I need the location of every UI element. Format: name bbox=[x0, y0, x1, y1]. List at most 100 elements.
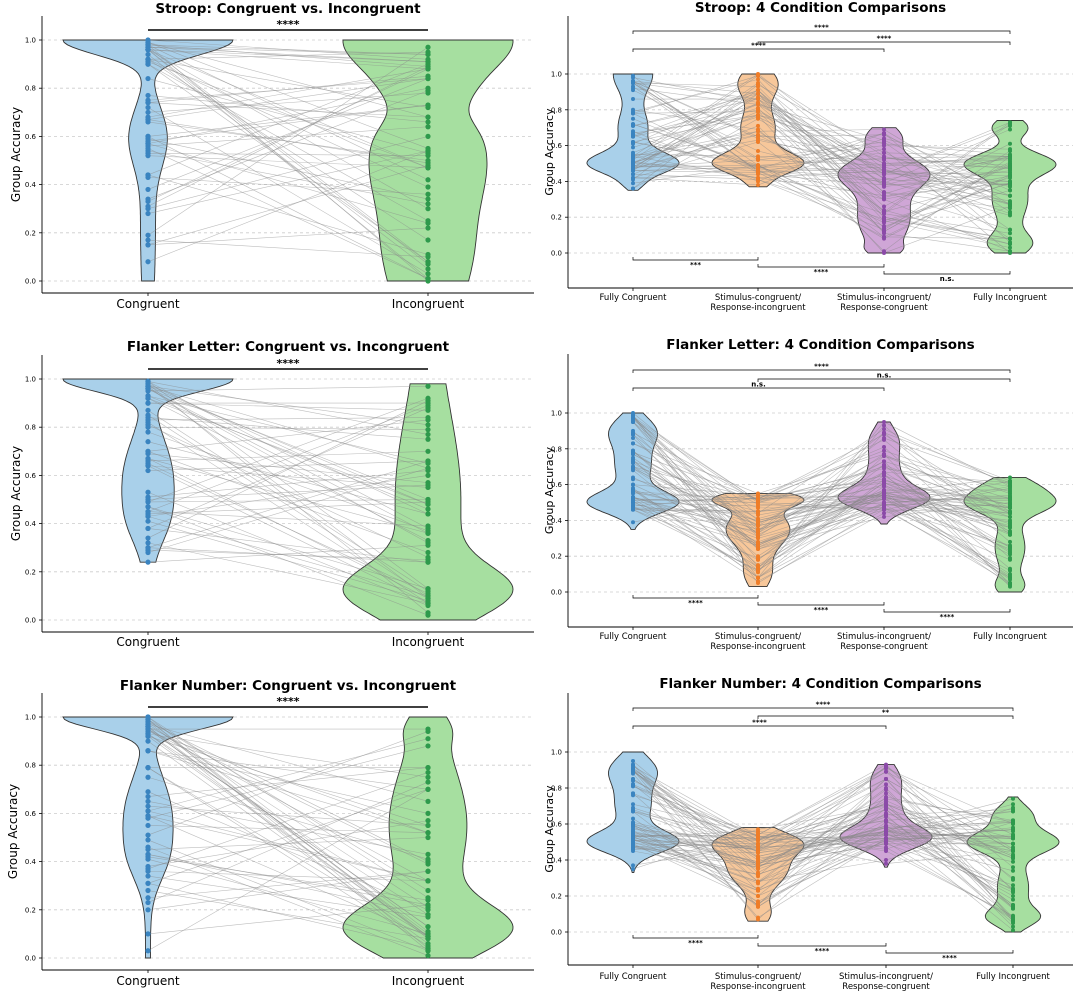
data-point bbox=[1011, 856, 1015, 861]
data-point bbox=[1008, 148, 1012, 153]
data-point bbox=[145, 873, 151, 879]
data-point bbox=[756, 182, 760, 187]
subject-line bbox=[632, 164, 759, 184]
data-point bbox=[631, 495, 635, 500]
subject-line bbox=[885, 778, 1014, 852]
data-point bbox=[145, 104, 151, 111]
subject-line bbox=[757, 767, 887, 836]
data-point bbox=[145, 719, 151, 725]
data-point bbox=[145, 51, 151, 58]
subject-line bbox=[147, 417, 429, 421]
data-point bbox=[425, 383, 431, 389]
subject-line bbox=[885, 803, 1014, 839]
subject-line bbox=[757, 165, 885, 223]
data-point bbox=[882, 423, 886, 428]
data-point bbox=[425, 593, 431, 599]
data-point bbox=[145, 458, 151, 464]
data-point bbox=[145, 866, 151, 872]
subject-line bbox=[883, 450, 1011, 494]
subject-line bbox=[757, 425, 885, 578]
subject-line bbox=[147, 856, 429, 901]
subject-line bbox=[757, 509, 885, 578]
subject-line bbox=[632, 845, 759, 866]
subject-line bbox=[883, 507, 1011, 584]
data-point bbox=[882, 511, 886, 516]
data-point bbox=[145, 97, 151, 103]
data-point bbox=[882, 234, 886, 239]
data-point bbox=[631, 414, 635, 419]
y-tick-label: 1.0 bbox=[25, 714, 36, 722]
subject-line bbox=[883, 209, 1011, 245]
data-point bbox=[631, 498, 635, 503]
data-point bbox=[882, 500, 886, 505]
subject-line bbox=[883, 191, 1011, 209]
data-point bbox=[756, 856, 760, 861]
subject-line bbox=[147, 385, 429, 426]
data-point bbox=[631, 816, 635, 821]
data-point bbox=[1011, 829, 1015, 834]
subject-line bbox=[147, 810, 429, 882]
subject-line bbox=[147, 410, 429, 592]
subject-line bbox=[883, 170, 1011, 177]
data-point bbox=[145, 138, 151, 144]
data-point bbox=[1011, 890, 1015, 895]
data-point bbox=[631, 436, 635, 441]
data-point bbox=[145, 412, 151, 418]
subject-line bbox=[632, 107, 759, 148]
subject-line bbox=[632, 164, 759, 171]
data-point bbox=[145, 153, 151, 159]
data-point bbox=[1011, 820, 1015, 825]
subject-line bbox=[883, 493, 1011, 509]
subject-line bbox=[147, 155, 429, 169]
data-point bbox=[425, 398, 431, 404]
subject-line bbox=[632, 139, 759, 163]
chart-title: Stroop: Congruent vs. Incongruent bbox=[155, 1, 421, 17]
data-point bbox=[756, 72, 760, 76]
significance-bracket bbox=[632, 595, 759, 599]
data-point bbox=[882, 507, 886, 512]
data-point bbox=[425, 559, 431, 565]
subject-line bbox=[883, 455, 1011, 509]
subject-line bbox=[147, 738, 429, 812]
subject-line bbox=[632, 834, 759, 848]
data-point bbox=[145, 172, 151, 178]
subject-line bbox=[885, 820, 1014, 918]
subject-line bbox=[883, 473, 1011, 584]
data-point bbox=[882, 496, 886, 501]
subject-line bbox=[757, 89, 885, 198]
subject-line bbox=[147, 528, 429, 563]
data-point bbox=[425, 59, 431, 65]
subject-line bbox=[147, 126, 429, 147]
subject-line bbox=[885, 843, 1014, 890]
data-point bbox=[631, 141, 635, 146]
subject-line bbox=[147, 458, 429, 534]
subject-line bbox=[632, 156, 759, 179]
data-point bbox=[145, 765, 151, 771]
category-label: Fully Congruent bbox=[599, 632, 667, 642]
subject-line bbox=[883, 148, 1011, 254]
subject-line bbox=[632, 134, 759, 170]
data-point bbox=[631, 150, 635, 155]
category-label: Incongruent bbox=[392, 974, 465, 988]
data-point bbox=[145, 419, 151, 425]
data-point bbox=[882, 215, 886, 220]
data-point bbox=[1008, 188, 1012, 193]
subject-line bbox=[632, 421, 759, 548]
subject-line bbox=[632, 839, 759, 864]
data-point bbox=[1011, 805, 1015, 810]
data-point bbox=[425, 511, 431, 517]
data-point bbox=[1011, 859, 1015, 864]
data-point bbox=[756, 166, 760, 171]
data-point bbox=[1011, 924, 1015, 929]
data-point bbox=[1008, 557, 1012, 562]
data-point bbox=[1008, 547, 1012, 552]
data-point bbox=[1011, 865, 1015, 870]
subject-line bbox=[632, 80, 759, 94]
subject-line bbox=[632, 141, 759, 179]
subject-line bbox=[883, 157, 1011, 170]
data-point bbox=[145, 837, 151, 843]
data-point bbox=[882, 138, 886, 143]
subject-line bbox=[632, 130, 759, 170]
data-point bbox=[631, 502, 635, 507]
data-point bbox=[882, 204, 886, 209]
